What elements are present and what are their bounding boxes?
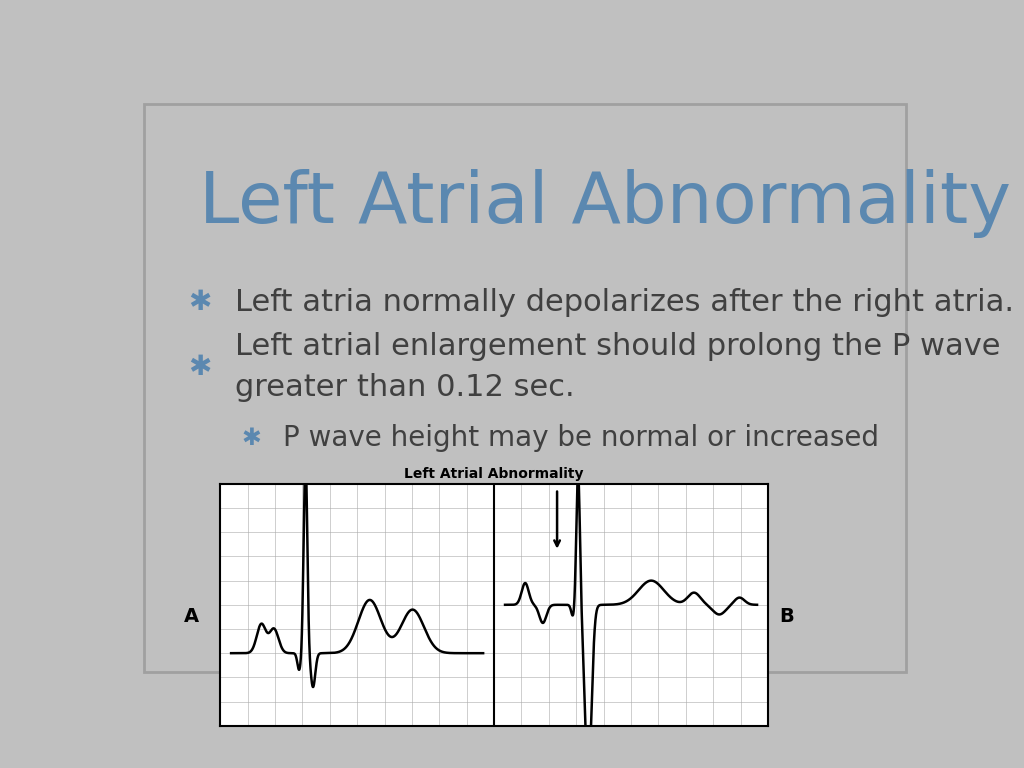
Title: Left Atrial Abnormality: Left Atrial Abnormality [404, 467, 584, 482]
Text: Left atria normally depolarizes after the right atria.: Left atria normally depolarizes after th… [236, 287, 1014, 316]
Text: Left atrial enlargement should prolong the P wave
greater than 0.12 sec.: Left atrial enlargement should prolong t… [236, 333, 1000, 402]
Text: B: B [779, 607, 794, 627]
FancyBboxPatch shape [143, 104, 905, 672]
Text: P wave height may be normal or increased: P wave height may be normal or increased [283, 424, 879, 452]
Text: ✱: ✱ [187, 353, 211, 381]
Text: ✱: ✱ [187, 288, 211, 316]
Text: A: A [184, 607, 199, 627]
Text: Left Atrial Abnormality: Left Atrial Abnormality [200, 169, 1012, 238]
Text: ✱: ✱ [241, 426, 261, 450]
